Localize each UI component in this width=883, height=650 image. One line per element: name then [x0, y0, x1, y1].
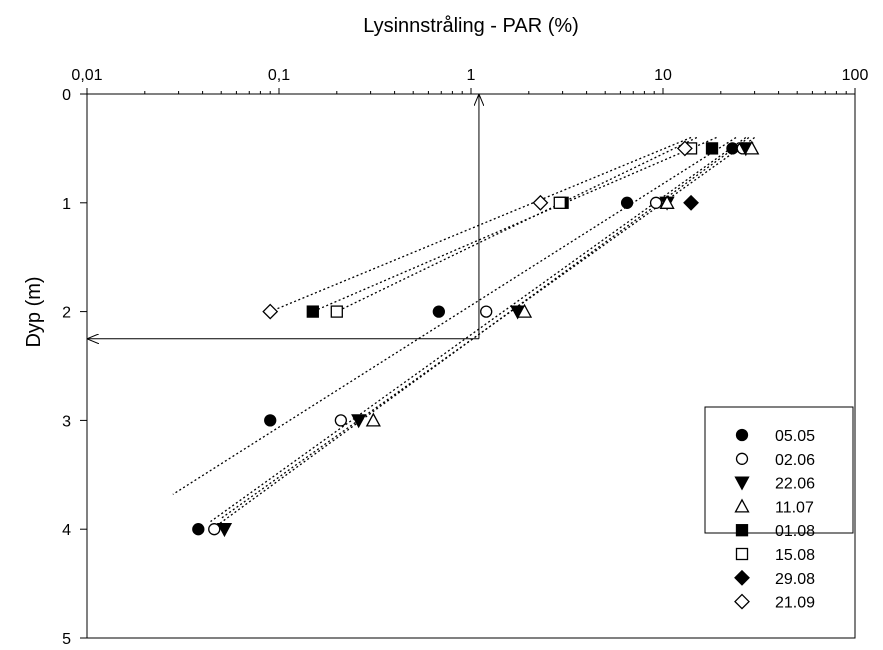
trend-line-15.08	[336, 136, 698, 313]
x-tick-label: 1	[467, 67, 476, 84]
data-point-29.08	[683, 194, 699, 211]
legend-marker-15.08	[735, 547, 749, 561]
legend-label: 05.05	[775, 428, 815, 445]
data-point-11.07	[365, 412, 381, 427]
legend-label: 22.06	[775, 476, 815, 493]
data-point-05.05	[726, 142, 739, 155]
x-tick-label: 10	[654, 67, 672, 84]
x-tick-label: 0,1	[268, 67, 290, 84]
y-tick-label: 3	[62, 413, 71, 430]
data-point-05.05	[432, 305, 445, 318]
legend-label: 01.08	[775, 523, 815, 540]
legend-marker-05.05	[735, 428, 749, 442]
data-point-05.05	[192, 523, 205, 536]
x-axis-title: Lysinnstråling - PAR (%)	[363, 15, 579, 37]
y-tick-label: 4	[62, 522, 71, 539]
data-point-21.09	[262, 303, 279, 320]
trend-line-01.08	[312, 136, 717, 313]
legend-marker-11.07	[734, 498, 750, 513]
legend-marker-02.06	[735, 452, 749, 465]
x-tick-label: 0,01	[71, 67, 102, 84]
x-tick-label: 100	[842, 67, 869, 84]
data-point-21.09	[676, 140, 693, 157]
trend-line-21.09	[269, 136, 692, 313]
data-point-01.08	[705, 142, 719, 155]
data-point-02.06	[334, 414, 348, 427]
legend-label: 21.09	[775, 595, 815, 612]
trend-line-02.06	[210, 136, 747, 523]
y-tick-label: 5	[62, 631, 71, 648]
legend-marker-01.08	[735, 524, 749, 537]
data-point-21.09	[532, 194, 549, 211]
legend-label: 11.07	[775, 499, 814, 516]
y-tick-label: 0	[62, 87, 71, 104]
legend-label: 02.06	[775, 452, 815, 469]
data-point-15.08	[330, 305, 343, 318]
data-point-05.05	[620, 196, 634, 209]
legend-box	[704, 406, 854, 534]
data-point-05.05	[264, 414, 277, 427]
data-point-02.06	[480, 305, 493, 318]
data-points	[192, 140, 760, 538]
legend: 05.05 02.06 22.06 11.07 01.08 15.08 29.08 21.09	[704, 406, 854, 612]
legend-label: 15.08	[775, 547, 815, 564]
data-point-22.06	[351, 414, 367, 429]
data-point-22.06	[216, 523, 233, 538]
axes: 0,01 0,1 1 10 100 0 1 2 3 4 5	[62, 67, 868, 648]
trend-line-11.07	[220, 136, 755, 519]
legend-marker-21.09	[734, 593, 750, 610]
data-point-11.07	[659, 194, 675, 209]
data-point-02.06	[649, 196, 663, 209]
data-point-02.06	[208, 523, 221, 536]
annotation-arrows	[87, 94, 479, 339]
data-point-01.08	[306, 305, 319, 318]
y-axis-title: Dyp (m)	[23, 276, 45, 347]
data-point-11.07	[516, 303, 533, 318]
legend-label: 29.08	[775, 571, 815, 588]
data-point-15.08	[553, 196, 566, 209]
y-tick-label: 2	[62, 305, 71, 322]
legend-marker-29.08	[734, 569, 750, 586]
data-point-11.07	[744, 140, 760, 155]
legend-marker-22.06	[734, 476, 750, 491]
trend-line-05.05	[172, 136, 737, 495]
y-tick-label: 1	[62, 196, 71, 213]
